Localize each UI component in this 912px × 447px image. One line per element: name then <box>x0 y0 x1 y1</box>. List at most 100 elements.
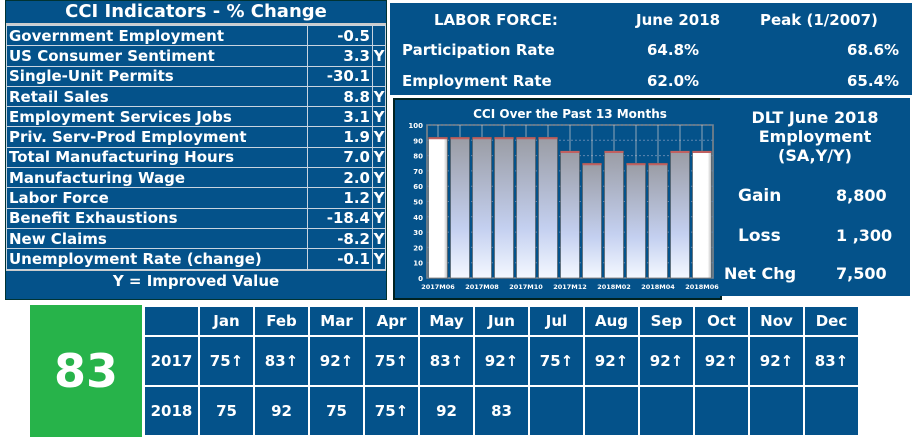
bar-cap <box>494 137 514 140</box>
indicator-label: Labor Force <box>6 187 308 209</box>
bar-cap <box>472 137 492 140</box>
month-value <box>693 385 750 437</box>
y-tick-label: 30 <box>413 229 423 237</box>
indicators-footer: Y = Improved Value <box>6 269 386 291</box>
labor-peak: 68.6% <box>847 41 900 59</box>
month-value: 75 <box>198 385 255 437</box>
cci-calendar-table: Jan Feb Mar Apr May Jun Jul Aug Sep Oct Nov Dec 2017… <box>143 305 860 437</box>
labor-col-current: June 2018 <box>636 11 721 29</box>
bar-2017M07 <box>450 136 470 279</box>
x-tick-label: 2017M10 <box>509 283 543 291</box>
chart-title: CCI Over the Past 13 Months <box>473 107 667 121</box>
indicator-row: Single-Unit Permits -30.1 <box>6 65 386 87</box>
indicator-label: Single-Unit Permits <box>6 65 308 87</box>
indicator-row: Benefit Exhaustions -18.4 Y <box>6 207 386 229</box>
loss-value: 1 ,300 <box>836 226 893 245</box>
bar-cap <box>428 137 448 140</box>
indicator-label: Employment Services Jobs <box>6 106 308 128</box>
bar-2017M09 <box>494 136 514 279</box>
improved-flag: Y <box>372 85 386 108</box>
indicator-label: Retail Sales <box>6 85 308 108</box>
indicator-label: US Consumer Sentiment <box>6 45 308 67</box>
labor-row: Participation Rate 64.8% 68.6% <box>390 35 912 65</box>
bar-cap <box>516 137 536 140</box>
month-value: 75↑ <box>363 335 420 387</box>
indicator-row: Total Manufacturing Hours 7.0 Y <box>6 146 386 169</box>
bar-cap <box>670 151 690 154</box>
indicator-row: Employment Services Jobs 3.1 Y <box>6 106 386 128</box>
indicator-row: Unemployment Rate (change) -0.1 Y <box>6 248 386 270</box>
y-tick-label: 0 <box>418 275 423 283</box>
bar-2018M04 <box>648 162 668 279</box>
improved-flag <box>372 65 386 87</box>
month-header: Nov <box>748 305 805 337</box>
y-tick-label: 50 <box>413 199 423 207</box>
indicators-title: CCI Indicators - % Change <box>6 1 386 25</box>
gain-value: 8,800 <box>836 186 887 205</box>
indicator-row: Labor Force 1.2 Y <box>6 187 386 209</box>
dlt-title: DLT June 2018 <box>751 108 879 127</box>
indicator-row: Manufacturing Wage 2.0 Y <box>6 167 386 189</box>
month-value: 83 <box>473 385 530 437</box>
improved-flag: Y <box>372 126 386 148</box>
indicator-value: -8.2 <box>307 227 373 250</box>
month-header: Dec <box>803 305 860 337</box>
improved-flag: Y <box>372 248 386 270</box>
bar-cap <box>692 151 712 154</box>
y-tick-label: 60 <box>413 183 423 191</box>
labor-current: 64.8% <box>647 41 700 59</box>
month-value: 92↑ <box>638 335 695 387</box>
net-change-label: Net Chg <box>724 264 797 283</box>
indicator-value: -30.1 <box>307 65 373 87</box>
month-value: 92↑ <box>583 335 640 387</box>
labor-label: Employment Rate <box>402 72 552 90</box>
improved-flag: Y <box>372 45 386 67</box>
year-label: 2018 <box>143 385 200 437</box>
month-header: Mar <box>308 305 365 337</box>
month-value: 75↑ <box>198 335 255 387</box>
improved-flag <box>372 24 386 47</box>
bar-cap <box>560 151 580 154</box>
y-tick-label: 20 <box>413 244 423 252</box>
bar-cap <box>626 163 646 166</box>
chart-svg: CCI Over the Past 13 Months 0 10 20 30 40 50 6… <box>408 107 719 291</box>
month-value: 83↑ <box>253 335 310 387</box>
indicator-value: 3.1 <box>307 106 373 128</box>
month-value: 92↑ <box>748 335 805 387</box>
improved-flag: Y <box>372 187 386 209</box>
labor-current: 62.0% <box>647 72 700 90</box>
x-tick-label: 2018M02 <box>597 283 631 291</box>
month-value: 92 <box>418 385 475 437</box>
year-label: 2017 <box>143 335 200 387</box>
cci-chart: CCI Over the Past 13 Months 0 10 20 30 40 50 6… <box>393 98 722 300</box>
month-value: 75 <box>308 385 365 437</box>
bar-2018M06 <box>692 150 712 279</box>
month-header: Sep <box>638 305 695 337</box>
indicator-row: Priv. Serv-Prod Employment 1.9 Y <box>6 126 386 148</box>
month-value <box>583 385 640 437</box>
labor-force-panel: LABOR FORCE: June 2018 Peak (1/2007) Par… <box>390 3 912 95</box>
month-header: Apr <box>363 305 420 337</box>
net-change-value: 7,500 <box>836 264 887 283</box>
indicator-value: 1.9 <box>307 126 373 148</box>
bar-cap <box>450 137 470 140</box>
month-value: 92↑ <box>473 335 530 387</box>
year-row: 2017 75↑ 83↑ 92↑ 75↑ 83↑ 92↑ 75↑ 92↑ 92↑ 92↑ 92↑ 83↑ <box>143 335 860 387</box>
x-tick-label: 2017M12 <box>553 283 587 291</box>
bar-cap <box>582 163 602 166</box>
bar-2018M01 <box>582 162 602 279</box>
bar-2017M12 <box>560 150 580 279</box>
improved-flag: Y <box>372 146 386 169</box>
indicator-value: 2.0 <box>307 167 373 189</box>
y-tick-label: 100 <box>408 122 423 130</box>
cci-indicators-panel: CCI Indicators - % Change Government Emp… <box>5 0 387 300</box>
indicators-table: Government Employment -0.5 US Consumer Sen… <box>6 24 386 270</box>
y-tick-label: 70 <box>413 168 423 176</box>
indicator-label: New Claims <box>6 227 308 250</box>
month-value: 92↑ <box>308 335 365 387</box>
month-value: 83↑ <box>418 335 475 387</box>
indicator-value: 1.2 <box>307 187 373 209</box>
indicator-label: Priv. Serv-Prod Employment <box>6 126 308 148</box>
improved-flag: Y <box>372 207 386 229</box>
bar-2018M05 <box>670 150 690 279</box>
